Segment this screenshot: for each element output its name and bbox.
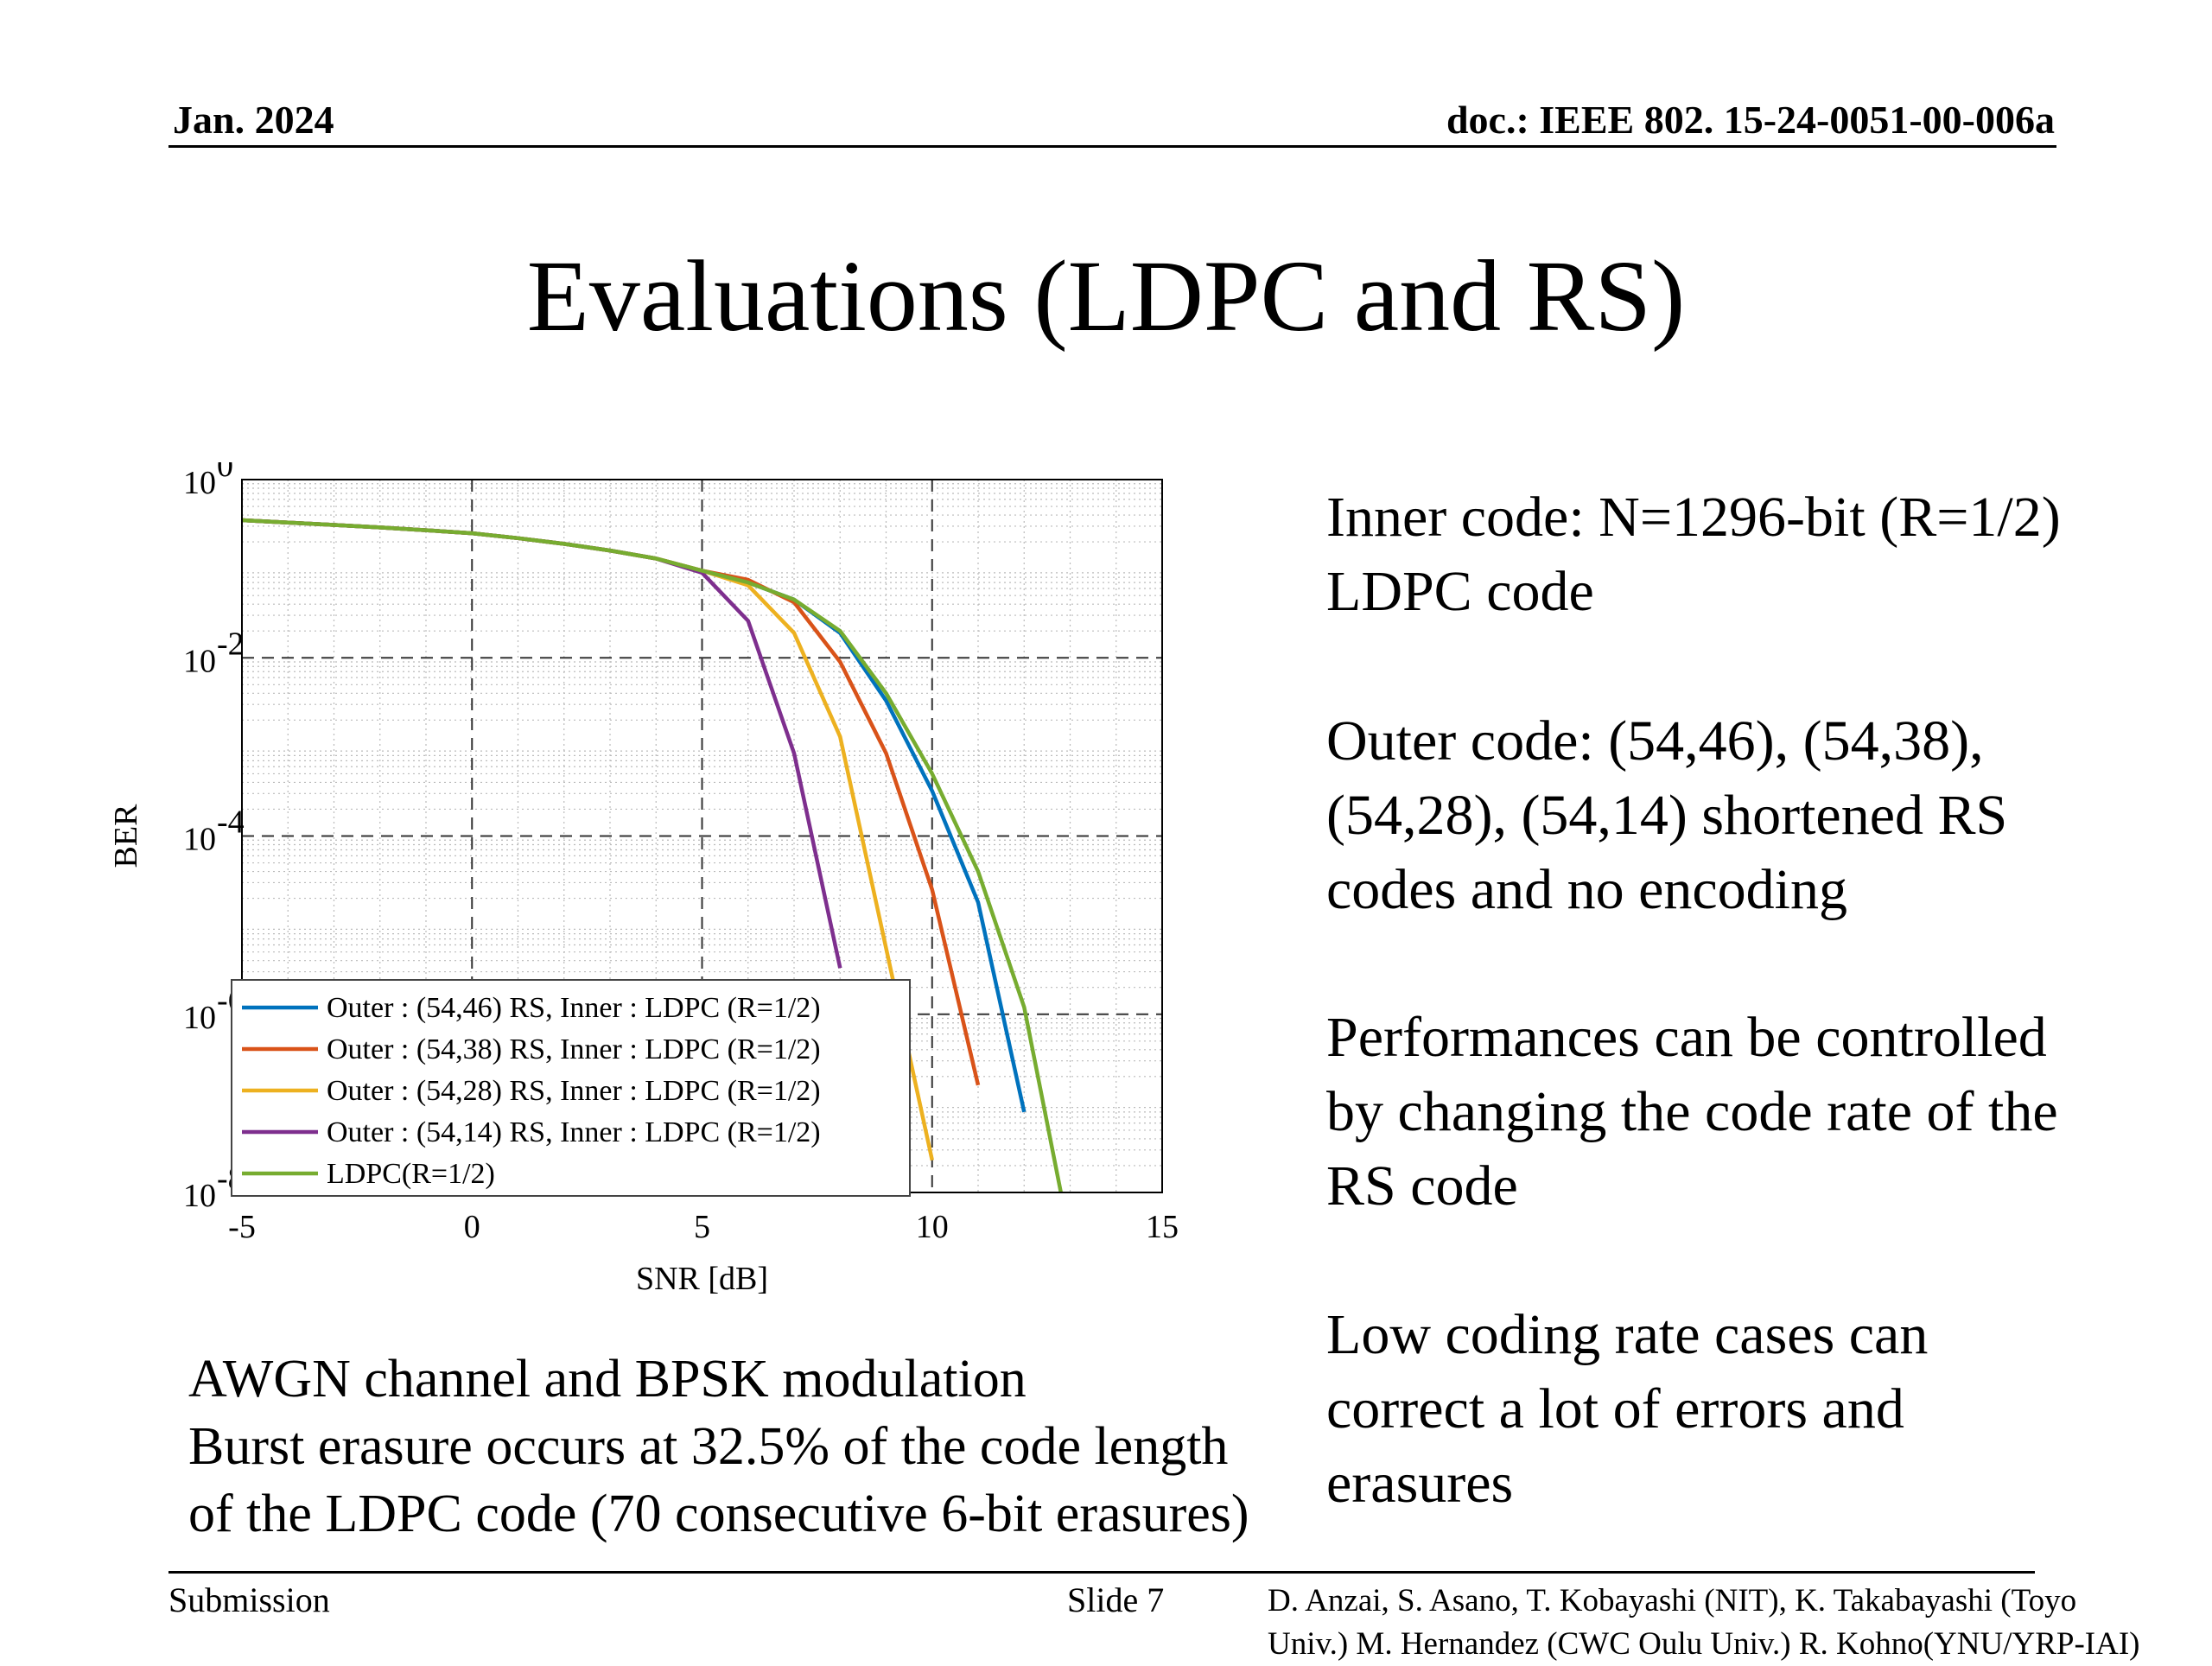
bullet-line: Performances can be controlled [1326, 1006, 2047, 1069]
header-rule [168, 145, 2056, 148]
x-tick-label: 0 [464, 1209, 480, 1245]
bullet-inner-code: Inner code: N=1296-bit (R=1/2) LDPC code [1326, 480, 2199, 629]
x-tick-label: 15 [1146, 1209, 1179, 1245]
footer-slide-number: Slide 7 [1067, 1580, 1165, 1619]
y-tick-label: 10 [183, 643, 216, 679]
bullet-line: Low coding rate cases can [1326, 1303, 1929, 1366]
ber-curves [241, 518, 1064, 1193]
footer-authors-line: Univ.) M. Hernandez (CWC Oulu Univ.) R. … [1268, 1626, 2140, 1662]
bullet-low-rate: Low coding rate cases can correct a lot … [1326, 1298, 2199, 1521]
slide-title: Evaluations (LDPC and RS) [526, 239, 1686, 353]
y-tick-exponent: 0 [217, 462, 233, 484]
x-tick-label: 5 [694, 1209, 710, 1245]
y-tick-exponent: -4 [217, 804, 245, 841]
bullet-line: erasures [1326, 1452, 1514, 1515]
legend-label: LDPC(R=1/2) [327, 1158, 495, 1190]
bullet-performance: Performances can be controlled by changi… [1326, 1001, 2199, 1224]
bullet-line: correct a lot of errors and [1326, 1377, 1904, 1440]
header-doc-id: doc.: IEEE 802. 15-24-0051-00-006a [1446, 98, 2055, 142]
y-tick-label: 10 [183, 465, 216, 501]
series-line [241, 518, 1064, 1193]
chart-legend: Outer : (54,46) RS, Inner : LDPC (R=1/2)… [231, 979, 911, 1197]
legend-label: Outer : (54,38) RS, Inner : LDPC (R=1/2) [327, 1033, 821, 1065]
y-tick-label: 10 [183, 1178, 216, 1214]
note-line: Burst erasure occurs at 32.5% of the cod… [188, 1417, 1229, 1476]
bullet-outer-code: Outer code: (54,46), (54,38), (54,28), (… [1326, 704, 2199, 927]
bullet-line: by changing the code rate of the [1326, 1080, 2058, 1143]
legend-label: Outer : (54,46) RS, Inner : LDPC (R=1/2) [327, 992, 821, 1024]
bullet-line: Outer code: (54,46), (54,38), [1326, 709, 1984, 773]
legend-label: Outer : (54,14) RS, Inner : LDPC (R=1/2) [327, 1116, 821, 1148]
y-axis-label: BER [108, 804, 144, 868]
footer-authors: D. Anzai, S. Asano, T. Kobayashi (NIT), … [1268, 1580, 2139, 1666]
note-line: AWGN channel and BPSK modulation [188, 1350, 1027, 1408]
footer-rule [168, 1571, 2035, 1574]
y-tick-label: 10 [183, 822, 216, 858]
bullet-line: codes and no encoding [1326, 858, 1847, 921]
x-tick-label: 10 [916, 1209, 949, 1245]
bullet-line: RS code [1326, 1154, 1518, 1218]
legend-box [231, 979, 911, 1197]
y-tick-label: 10 [183, 1000, 216, 1036]
header-date: Jan. 2024 [173, 98, 334, 142]
bullet-line: (54,28), (54,14) shortened RS [1326, 784, 2008, 847]
note-line: of the LDPC code (70 consecutive 6-bit e… [188, 1485, 1249, 1543]
bullet-line: Inner code: N=1296-bit (R=1/2) [1326, 486, 2061, 549]
footer-submission: Submission [168, 1580, 330, 1619]
x-axis-label: SNR [dB] [636, 1261, 768, 1297]
y-tick-exponent: -2 [217, 626, 245, 662]
x-tick-labels: -5 0 5 10 15 [228, 1209, 1179, 1245]
footer-authors-line: D. Anzai, S. Asano, T. Kobayashi (NIT), … [1268, 1583, 2077, 1618]
x-tick-label: -5 [228, 1209, 256, 1245]
simulation-notes: AWGN channel and BPSK modulation Burst e… [188, 1345, 1249, 1548]
bullet-line: LDPC code [1326, 560, 1594, 623]
legend-label: Outer : (54,28) RS, Inner : LDPC (R=1/2) [327, 1075, 821, 1107]
